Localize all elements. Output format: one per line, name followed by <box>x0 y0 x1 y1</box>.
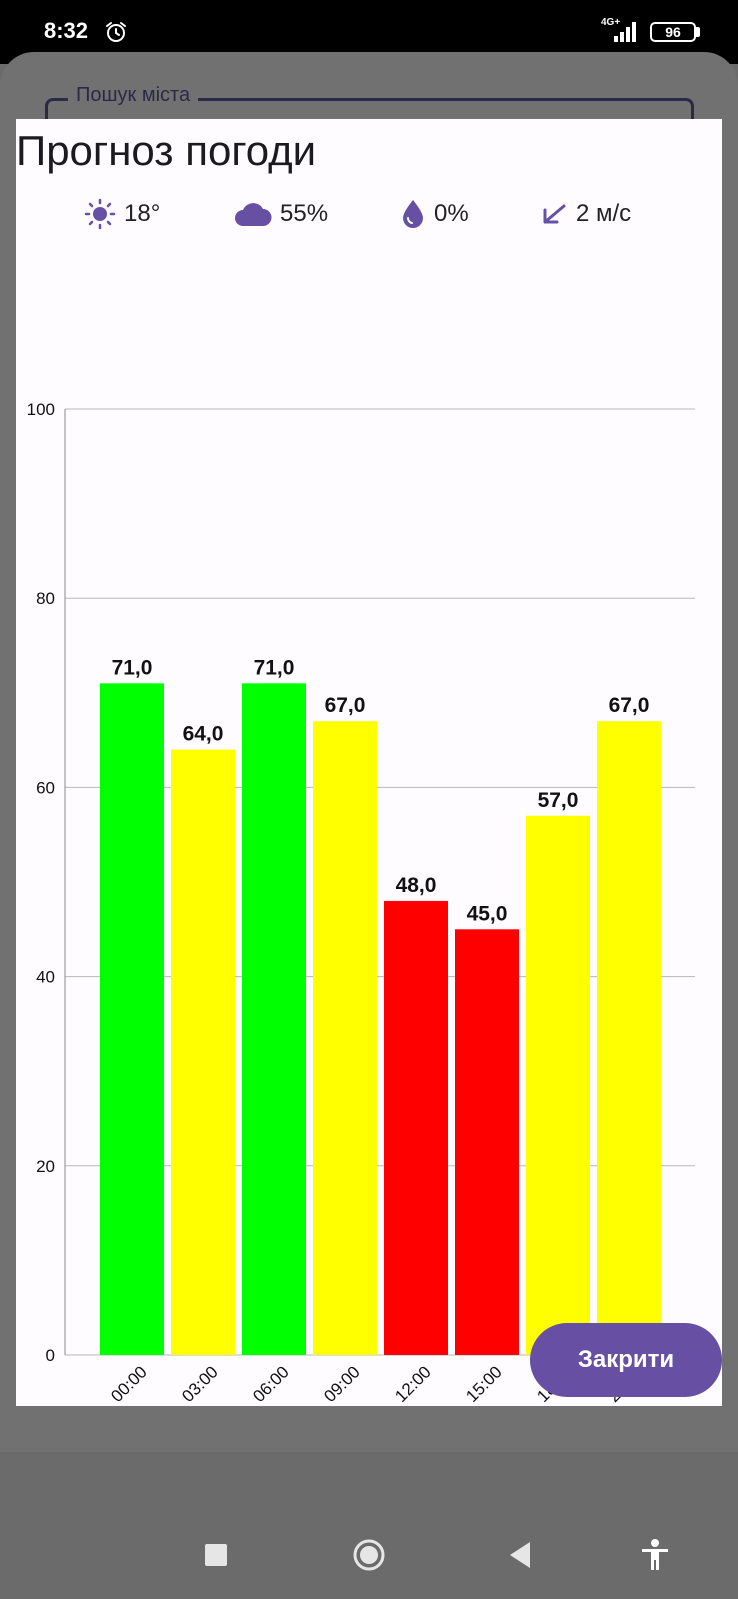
temperature-value: 18° <box>124 200 161 227</box>
y-tick-label: 20 <box>36 1157 55 1176</box>
bar-1200 <box>384 900 448 1355</box>
bar-0900 <box>313 721 377 1355</box>
sun-icon <box>84 198 116 230</box>
accessibility-icon[interactable] <box>640 1538 670 1572</box>
bar-0300 <box>171 749 235 1355</box>
x-tick-label: 03:00 <box>178 1362 222 1406</box>
back-icon[interactable] <box>508 1540 532 1570</box>
bar-value-label: 45,0 <box>467 902 508 925</box>
bar-0000 <box>100 683 164 1355</box>
city-search-field[interactable] <box>45 98 694 138</box>
wind-value: 2 м/с <box>576 200 632 227</box>
city-search-label: Пошук міста <box>68 84 199 107</box>
dialog-title: Прогноз погоди <box>16 127 317 174</box>
bar-1800 <box>526 815 590 1355</box>
y-tick-label: 80 <box>36 589 55 608</box>
battery-tip <box>696 27 700 37</box>
x-tick-label: 12:00 <box>391 1362 435 1406</box>
x-tick-label: 00:00 <box>107 1362 151 1406</box>
precipitation-info: 0% <box>400 197 469 231</box>
forecast-bar-chart: 0 20 40 60 80 100 71,0 00:00 64,0 03:00 71,0 06:00 6… <box>27 400 695 1406</box>
water-drop-icon <box>403 200 423 228</box>
bar-value-label: 57,0 <box>538 789 579 812</box>
bar-2100 <box>597 721 661 1355</box>
cloud-icon <box>235 203 272 226</box>
temperature-info: 18° <box>84 197 160 231</box>
bar-value-label: 67,0 <box>609 694 650 717</box>
network-type: 4G+ <box>601 17 621 28</box>
bar-value-label: 71,0 <box>112 656 153 679</box>
alarm-icon <box>106 22 126 42</box>
x-tick-label: 06:00 <box>249 1362 293 1406</box>
status-time: 8:32 <box>44 18 89 43</box>
bar-value-label: 64,0 <box>183 723 224 746</box>
wind-info: 2 м/с <box>540 197 631 231</box>
y-tick-label: 0 <box>46 1346 55 1365</box>
bar-0600 <box>242 683 306 1355</box>
close-button[interactable]: Закрити <box>530 1323 722 1397</box>
precipitation-value: 0% <box>434 200 469 227</box>
y-tick-label: 40 <box>36 968 55 987</box>
x-tick-label: 09:00 <box>320 1362 364 1406</box>
recents-icon[interactable] <box>205 1544 227 1566</box>
bar-value-label: 48,0 <box>396 874 437 897</box>
y-tick-label: 100 <box>27 400 55 419</box>
x-tick-label: 15:00 <box>462 1362 506 1406</box>
bar-value-label: 71,0 <box>254 656 295 679</box>
clouds-value: 55% <box>280 200 329 227</box>
home-icon[interactable] <box>352 1538 386 1572</box>
battery-icon: 96 <box>650 22 696 42</box>
forecast-dialog: Прогноз погоди 18° 55% 0% 2 м/с <box>16 119 722 1406</box>
y-tick-label: 60 <box>36 778 55 797</box>
signal-strength-icon <box>614 22 636 42</box>
wind-direction-icon <box>543 204 566 224</box>
bar-1500 <box>455 929 519 1355</box>
clouds-info: 55% <box>234 197 328 231</box>
battery-level: 96 <box>665 24 681 40</box>
bar-value-label: 67,0 <box>325 694 366 717</box>
